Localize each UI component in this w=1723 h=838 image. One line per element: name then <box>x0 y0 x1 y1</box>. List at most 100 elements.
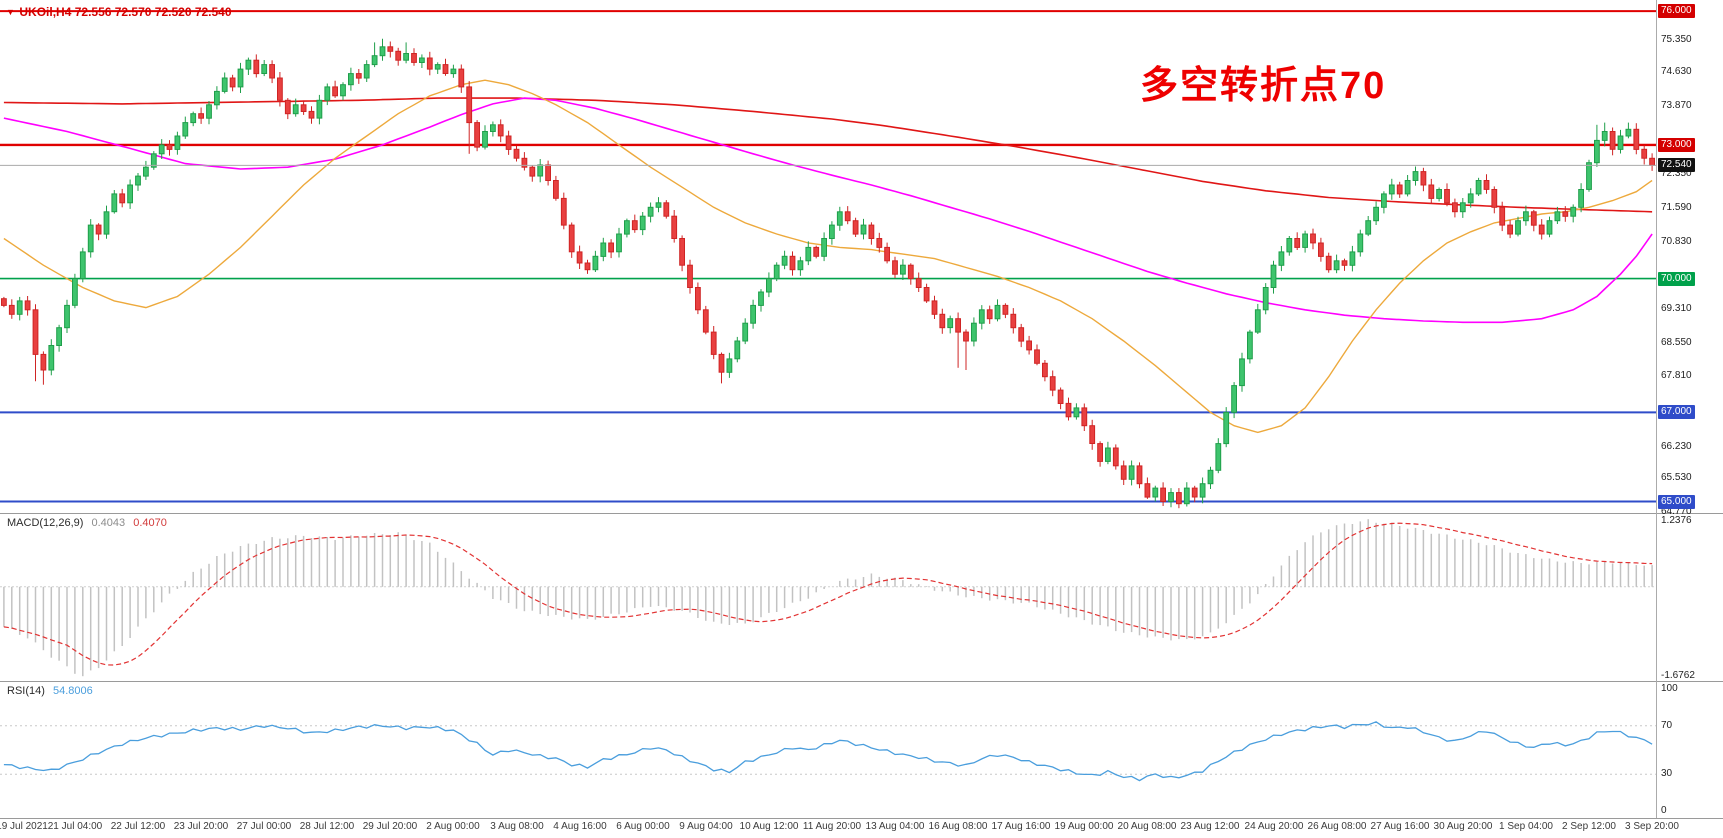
candle <box>450 64 457 78</box>
candle <box>426 51 433 76</box>
candle <box>48 339 55 376</box>
price-axis[interactable]: 75.350 74.630 73.870 72.350 71.590 70.830 69.3… <box>1657 0 1723 818</box>
main-price-chart[interactable] <box>0 0 1656 514</box>
candle <box>95 223 102 241</box>
candle <box>773 262 780 282</box>
candle <box>40 351 47 385</box>
candle <box>513 145 520 162</box>
candle <box>671 210 678 243</box>
candle <box>127 179 133 209</box>
candle <box>474 120 481 152</box>
candle <box>568 222 575 258</box>
candle <box>403 42 410 64</box>
date-label: 20 Aug 08:00 <box>1117 821 1177 832</box>
candle <box>1199 477 1206 504</box>
candle <box>466 81 473 154</box>
candle <box>1152 485 1159 502</box>
candle <box>1554 206 1561 224</box>
macd-panel-chart[interactable] <box>0 514 1656 682</box>
date-label: 30 Aug 20:00 <box>1433 821 1493 832</box>
candle <box>1609 127 1616 156</box>
candle <box>387 41 394 58</box>
candle <box>1160 482 1166 506</box>
candle <box>1049 370 1056 397</box>
time-axis[interactable]: 19 Jul 2021 21 Jul 04:00 22 Jul 12:00 23 Ju… <box>0 819 1723 838</box>
candle <box>340 82 346 101</box>
candle <box>1081 403 1088 431</box>
candle <box>900 259 906 280</box>
candle <box>1601 122 1608 147</box>
candle <box>190 111 197 127</box>
candle <box>1057 387 1064 410</box>
candle <box>1452 198 1458 218</box>
candle <box>923 283 930 303</box>
candle <box>718 352 725 384</box>
date-label: 29 Jul 20:00 <box>362 821 418 832</box>
candle <box>1562 206 1569 222</box>
rsi-panel-chart[interactable] <box>0 682 1656 818</box>
candle <box>821 232 828 262</box>
candle <box>1010 308 1017 334</box>
candle <box>1294 232 1301 250</box>
candle <box>1034 344 1040 366</box>
candle <box>1365 216 1372 237</box>
date-label: 9 Aug 04:00 <box>679 821 733 832</box>
candle <box>1396 181 1403 198</box>
candle <box>1223 407 1230 448</box>
candle <box>64 299 70 333</box>
macd-main-value: 0.4043 <box>91 517 126 529</box>
date-label: 3 Sep 20:00 <box>1625 821 1679 832</box>
candle <box>726 352 733 378</box>
candle <box>1262 283 1269 315</box>
candle <box>284 98 291 120</box>
candle <box>1594 124 1600 167</box>
candle <box>836 206 843 231</box>
candle <box>624 218 630 238</box>
candle <box>1641 145 1648 165</box>
candle <box>1144 477 1151 499</box>
candle <box>261 60 268 77</box>
candle <box>1530 209 1537 232</box>
date-label: 27 Jul 00:00 <box>236 821 292 832</box>
candle <box>852 217 859 237</box>
candle <box>1459 198 1466 218</box>
macd-label-text: MACD(12,26,9) <box>7 517 84 529</box>
candle <box>1247 329 1253 364</box>
candle <box>647 202 654 223</box>
candle <box>1633 123 1640 155</box>
rsi-axis-tick: 30 <box>1661 768 1673 779</box>
candle <box>1428 178 1435 204</box>
candle <box>143 160 149 180</box>
date-label: 16 Aug 08:00 <box>928 821 988 832</box>
macd-signal-line <box>3 522 1653 666</box>
candle <box>907 263 914 285</box>
date-label: 4 Aug 16:00 <box>553 821 607 832</box>
candle <box>1168 488 1174 508</box>
candle <box>884 242 891 264</box>
price-tick: 69.310 <box>1661 303 1692 314</box>
price-axis-divider <box>1656 0 1657 818</box>
candle <box>119 188 126 208</box>
candle <box>411 48 417 66</box>
candle <box>355 69 362 84</box>
candle <box>292 98 299 117</box>
date-label: 26 Aug 08:00 <box>1307 821 1367 832</box>
rsi-axis-tick: 70 <box>1661 720 1673 731</box>
symbol-marker-icon: ▼ <box>6 7 15 17</box>
candle <box>1325 252 1332 273</box>
candle <box>1388 178 1395 200</box>
candle <box>1112 444 1119 470</box>
candle <box>971 317 977 347</box>
panel-divider-rsi[interactable] <box>0 681 1723 682</box>
candle <box>16 296 23 321</box>
chart-title-text: UKOil,H4 72.556 72.570 72.520 72.540 <box>19 5 232 19</box>
macd-axis-tick: 1.2376 <box>1661 515 1692 526</box>
candle <box>608 239 615 259</box>
candle <box>1270 260 1277 294</box>
panel-divider-macd[interactable] <box>0 513 1723 514</box>
candle <box>955 312 962 368</box>
candle <box>734 336 741 363</box>
candle <box>371 42 378 68</box>
candle <box>1475 177 1482 196</box>
